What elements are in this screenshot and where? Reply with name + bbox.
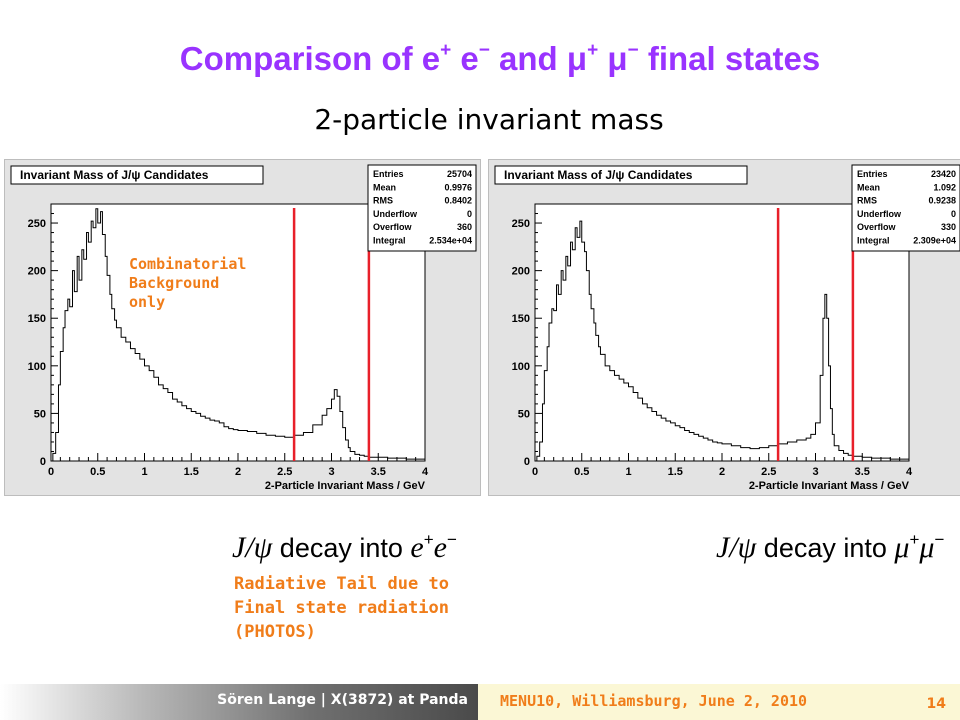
annotation-line: (PHOTOS) [234,622,316,642]
annotation-line: Combinatorial [129,255,247,273]
x-tick-label: 1.5 [668,466,683,478]
stats-label: Underflow [857,209,902,219]
stats-label: Entries [857,169,888,179]
decay-label-ee: J/ψ decay into e+e− [232,530,457,564]
histogram-mumu-panel: Invariant Mass of J/ψ Candidates 0 50 100 15… [488,159,960,496]
y-tick-label: 200 [512,266,530,278]
x-tick-label: 3 [812,466,818,478]
plot-area [534,203,910,462]
annotation-line: Radiative Tail due to [234,574,449,594]
stats-label: RMS [373,196,393,206]
x-tick-label: 0.5 [574,466,589,478]
x-tick-label: 1.5 [184,466,199,478]
x-axis-label: 2-Particle Invariant Mass / GeV [265,480,426,492]
stats-label: Underflow [373,209,418,219]
stats-label: RMS [857,196,877,206]
histogram-mumu-chart: Invariant Mass of J/ψ Candidates05010015… [494,164,960,492]
stats-label: Overflow [373,222,413,232]
stats-label: Integral [857,236,890,246]
chart-title-box [10,165,264,185]
x-tick-label: 3.5 [371,466,386,478]
slide-subtitle: 2-particle invariant mass [314,103,664,136]
x-tick-label: 0 [532,466,538,478]
y-tick-label: 150 [28,313,46,325]
footer-author: Sören Lange | X(3872) at Panda [217,692,468,708]
y-tick-label: 50 [518,408,530,420]
stats-box [367,164,477,252]
footer-conference: MENU10, Williamsburg, June 2, 2010 [500,692,808,710]
stats-value: 2.534e+04 [429,236,472,246]
annotation-combinatorial-background: Combinatorial Background only [129,255,246,312]
y-tick-label: 250 [512,218,530,230]
footer-conference-bar: MENU10, Williamsburg, June 2, 2010 14 [478,684,960,720]
plot-area [50,203,426,462]
stats-label: Integral [373,236,406,246]
y-tick-label: 0 [524,456,530,468]
stats-value: 0 [467,209,472,219]
histogram-series [536,220,909,461]
stats-value: 2.309e+04 [913,236,956,246]
histogram-series [52,208,425,461]
annotation-radiative-tail: Radiative Tail due to Final state radiat… [234,572,449,644]
x-tick-label: 3.5 [855,466,870,478]
slide-title: Comparison of e+ e− and μ+ μ− final stat… [179,40,821,77]
y-tick-label: 200 [28,266,46,278]
stats-label: Mean [857,182,880,192]
y-tick-label: 100 [28,361,46,373]
x-tick-label: 4 [906,466,913,478]
stats-label: Overflow [857,222,897,232]
stats-label: Entries [373,169,404,179]
stats-value: 360 [457,222,472,232]
stats-value: 1.092 [933,182,956,192]
page-number: 14 [926,696,946,712]
chart-title: Invariant Mass of J/ψ Candidates [20,168,209,182]
y-tick-label: 50 [34,408,46,420]
x-tick-label: 2.5 [761,466,776,478]
x-tick-label: 3 [328,466,334,478]
x-tick-label: 2 [235,466,241,478]
stats-value: 25704 [447,169,472,179]
x-axis-label: 2-Particle Invariant Mass / GeV [749,480,910,492]
annotation-line: Background [129,274,220,292]
annotation-line: only [129,293,166,311]
footer-author-bar: Sören Lange | X(3872) at Panda [0,684,478,720]
decay-label-mumu: J/ψ decay into μ+μ− [716,530,945,564]
y-tick-label: 100 [512,361,530,373]
x-tick-label: 2.5 [277,466,292,478]
x-tick-label: 4 [422,466,429,478]
stats-value: 0.9976 [444,182,472,192]
histogram-ee-panel: Invariant Mass of J/ψ Candidates 0 50 100 15… [4,159,481,496]
x-tick-label: 0.5 [90,466,105,478]
y-tick-label: 0 [40,456,46,468]
y-tick-label: 150 [512,313,530,325]
stats-value: 330 [941,222,956,232]
x-tick-label: 1 [625,466,631,478]
x-tick-label: 1 [141,466,147,478]
histogram-ee-chart: Invariant Mass of J/ψ Candidates05010015… [10,164,477,492]
stats-value: 0.9238 [928,196,956,206]
chart-title-box [494,165,748,185]
stats-box [851,164,960,252]
y-tick-label: 250 [28,218,46,230]
footer: Sören Lange | X(3872) at Panda MENU10, W… [0,684,960,720]
chart-title: Invariant Mass of J/ψ Candidates [504,168,693,182]
stats-value: 0.8402 [444,196,472,206]
annotation-line: Final state radiation [234,598,449,618]
x-tick-label: 0 [48,466,54,478]
stats-value: 0 [951,209,956,219]
x-tick-label: 2 [719,466,725,478]
stats-label: Mean [373,182,396,192]
stats-value: 23420 [931,169,956,179]
